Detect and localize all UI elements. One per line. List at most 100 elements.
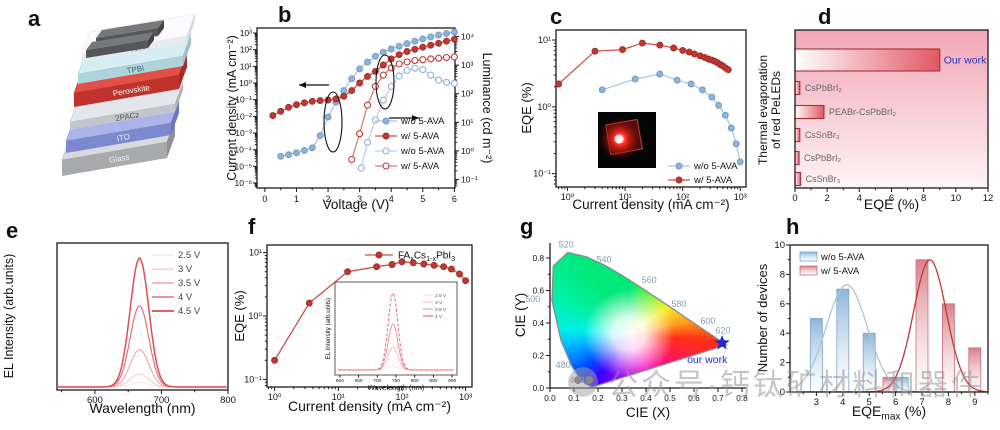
svg-text:5: 5 <box>867 397 872 408</box>
series-eqe-blue <box>598 70 744 166</box>
panel-letter-h: h <box>786 214 800 239</box>
svg-text:w/ 5-AVA: w/ 5-AVA <box>400 161 440 172</box>
svg-text:2PACz: 2PACz <box>115 110 140 123</box>
svg-text:0: 0 <box>780 387 785 398</box>
svg-text:4.5 V: 4.5 V <box>178 306 201 317</box>
svg-text:1: 1 <box>294 194 299 204</box>
svg-text:EQEmax (%): EQEmax (%) <box>852 403 926 423</box>
panel-letter-d: d <box>818 4 832 29</box>
svg-text:8: 8 <box>946 397 951 408</box>
svg-text:800: 800 <box>220 395 236 406</box>
svg-text:650: 650 <box>355 378 363 384</box>
svg-text:w/o 5-AVA: w/o 5-AVA <box>400 146 445 157</box>
svg-text:0.0: 0.0 <box>533 384 545 393</box>
svg-text:Voltage (V): Voltage (V) <box>323 197 390 212</box>
svg-text:2: 2 <box>780 358 785 369</box>
svg-text:4: 4 <box>780 328 785 339</box>
svg-text:10: 10 <box>951 193 962 204</box>
svg-text:EL Intensity (arb.units): EL Intensity (arb.units) <box>2 254 16 379</box>
svg-text:our work: our work <box>687 354 728 366</box>
svg-text:0.7: 0.7 <box>712 394 724 403</box>
svg-text:10⁻¹: 10⁻¹ <box>461 174 478 184</box>
svg-text:0.8: 0.8 <box>533 254 545 263</box>
legend-b: w/o 5-AVA w/ 5-AVA w/o 5-AVA w/ 5-AVA <box>375 116 445 172</box>
svg-text:0.8: 0.8 <box>736 394 748 403</box>
svg-text:10¹: 10¹ <box>538 35 551 45</box>
svg-text:ITO: ITO <box>116 132 131 143</box>
svg-text:10¹: 10¹ <box>461 117 473 127</box>
svg-text:700: 700 <box>373 378 381 384</box>
el-curve-3V <box>57 373 227 388</box>
bar-2: PEABr-CsPbBrI₂ <box>794 104 896 120</box>
svg-text:w/ 5-AVA: w/ 5-AVA <box>400 131 440 142</box>
svg-text:6: 6 <box>893 397 898 408</box>
svg-text:10³: 10³ <box>459 392 472 402</box>
svg-text:0.2: 0.2 <box>592 394 604 403</box>
svg-text:0: 0 <box>792 193 797 204</box>
svg-text:Number of devices: Number of devices <box>755 263 770 372</box>
svg-text:700: 700 <box>154 395 170 406</box>
svg-text:900: 900 <box>448 378 456 384</box>
chart-device-histogram: 3 4 5 6 7 8 9 0 2 4 6 8 10 EQEmax (%) Number of device… <box>755 240 989 423</box>
svg-text:3: 3 <box>814 397 819 408</box>
svg-text:10¹: 10¹ <box>332 392 345 402</box>
series-lum-red <box>348 53 458 164</box>
svg-text:Wavelength (nm): Wavelength (nm) <box>368 383 425 392</box>
svg-text:EL Intensity (arb.units): EL Intensity (arb.units) <box>325 298 332 360</box>
svg-text:0.6: 0.6 <box>533 287 545 296</box>
svg-text:4 V: 4 V <box>178 292 193 303</box>
svg-text:2.5 V: 2.5 V <box>435 293 447 299</box>
legend-h: w/o 5-AVA w/ 5-AVA <box>799 251 865 277</box>
hist-curve-blue <box>790 284 987 392</box>
svg-text:10: 10 <box>774 240 785 251</box>
panel-letter-e: e <box>6 218 19 243</box>
svg-text:4: 4 <box>389 194 394 204</box>
svg-text:10¹: 10¹ <box>240 61 252 71</box>
svg-text:w/ 5-AVA: w/ 5-AVA <box>693 175 733 186</box>
svg-text:6: 6 <box>780 299 785 310</box>
svg-text:CsPbBrI₂: CsPbBrI₂ <box>804 153 842 163</box>
svg-text:3 V: 3 V <box>435 300 443 306</box>
svg-text:10³: 10³ <box>240 28 252 38</box>
svg-text:9: 9 <box>972 397 977 408</box>
el-curve-45V <box>57 257 227 388</box>
svg-text:0.5: 0.5 <box>664 394 676 403</box>
svg-text:10¹: 10¹ <box>619 192 632 202</box>
svg-text:500: 500 <box>525 294 540 304</box>
svg-text:0.2: 0.2 <box>533 352 545 361</box>
svg-text:10⁰: 10⁰ <box>461 146 474 156</box>
svg-text:TPBi: TPBi <box>126 64 145 76</box>
svg-text:10⁻¹: 10⁻¹ <box>244 374 262 384</box>
svg-text:10³: 10³ <box>734 192 747 202</box>
svg-text:10⁻⁶: 10⁻⁶ <box>235 178 252 188</box>
svg-text:0.1: 0.1 <box>568 394 580 403</box>
panel-letter-f: f <box>248 214 256 239</box>
svg-text:600: 600 <box>87 395 103 406</box>
top-electrode-bar <box>86 32 154 58</box>
device-stack-schematic: GlassITO2PACzPerovskiteTPBiAl/LiF <box>61 13 196 176</box>
svg-text:10⁻¹: 10⁻¹ <box>235 95 252 105</box>
svg-text:750: 750 <box>392 378 400 384</box>
svg-text:6: 6 <box>452 194 457 204</box>
axes-d: 0 2 4 6 8 10 12 <box>792 188 993 204</box>
bar-0: Our work <box>794 48 987 72</box>
svg-text:10¹: 10¹ <box>249 248 262 258</box>
svg-text:520: 520 <box>559 240 574 250</box>
svg-text:CIE (X): CIE (X) <box>626 405 670 420</box>
svg-text:10⁰: 10⁰ <box>268 392 282 402</box>
panel-letter-b: b <box>278 2 292 27</box>
axis-annotations <box>299 54 419 153</box>
svg-text:w/o 5-AVA: w/o 5-AVA <box>693 161 738 172</box>
panel-letter-a: a <box>28 6 41 31</box>
svg-text:4: 4 <box>840 397 845 408</box>
svg-text:6: 6 <box>889 193 894 204</box>
series-facs-pbi <box>271 258 470 364</box>
svg-text:7: 7 <box>919 397 924 408</box>
svg-text:4 V: 4 V <box>435 314 443 320</box>
svg-text:0.4: 0.4 <box>640 394 652 403</box>
svg-text:800: 800 <box>411 378 419 384</box>
series-jv-blue <box>277 28 458 160</box>
svg-text:0.0: 0.0 <box>544 394 556 403</box>
